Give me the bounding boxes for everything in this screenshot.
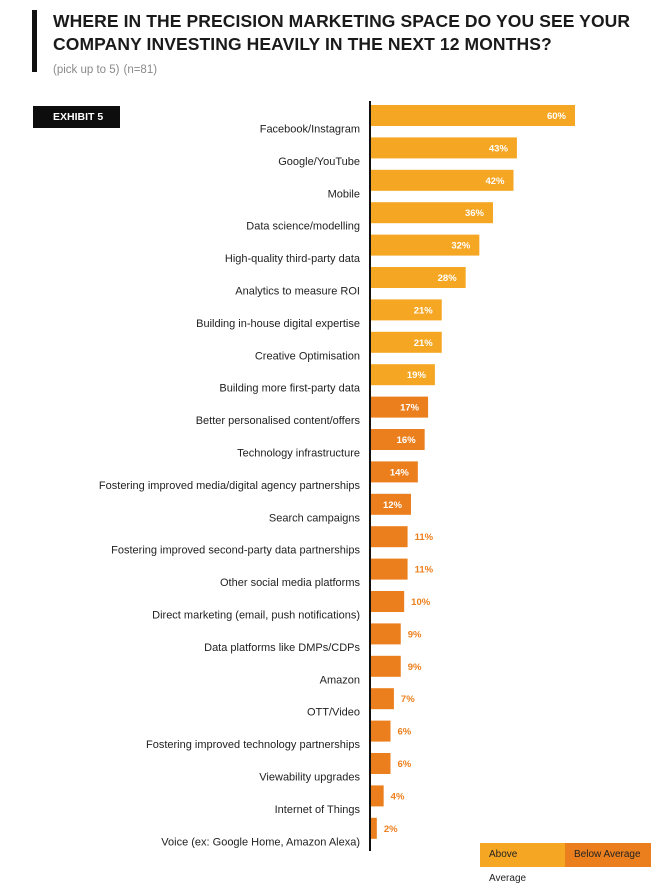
data-label: 2% xyxy=(384,824,398,835)
category-label: Fostering improved media/digital agency … xyxy=(99,480,361,492)
category-label: Data science/modelling xyxy=(246,221,360,233)
category-label: Viewability upgrades xyxy=(259,772,360,784)
category-label: Voice (ex: Google Home, Amazon Alexa) xyxy=(161,836,360,848)
bar xyxy=(370,493,411,515)
bar xyxy=(370,364,435,386)
bar xyxy=(370,429,425,450)
sample-size: (n=81) xyxy=(123,64,158,76)
category-label: Other social media platforms xyxy=(220,577,360,589)
data-label: 11% xyxy=(415,565,434,576)
legend: Above Average Below Average xyxy=(480,843,651,884)
category-label: Fostering improved technology partnershi… xyxy=(146,739,361,751)
category-label: Facebook/Instagram xyxy=(260,124,360,136)
data-label: 19% xyxy=(407,370,427,381)
category-label: High-quality third-party data xyxy=(225,253,361,265)
category-label: Data platforms like DMPs/CDPs xyxy=(204,642,360,654)
category-label: Better personalised content/offers xyxy=(196,415,361,427)
category-label: Building more first-party data xyxy=(219,383,360,395)
data-label: 14% xyxy=(390,467,410,478)
data-label: 10% xyxy=(411,597,431,608)
data-label: 60% xyxy=(547,111,567,122)
data-label: 11% xyxy=(415,532,434,543)
exhibit-badge: EXHIBIT 5 xyxy=(33,106,120,128)
bar xyxy=(370,623,401,645)
data-label: 21% xyxy=(414,338,434,349)
data-label: 7% xyxy=(401,694,415,705)
bar xyxy=(370,299,442,321)
bar xyxy=(370,753,391,774)
category-label: Building in-house digital expertise xyxy=(196,318,360,330)
category-label: OTT/Video xyxy=(307,707,360,719)
bar xyxy=(370,461,418,483)
data-label: 9% xyxy=(408,662,422,673)
bar xyxy=(370,396,429,418)
category-label: Mobile xyxy=(328,188,360,200)
bar xyxy=(370,526,408,548)
chart-title: WHERE IN THE PRECISION MARKETING SPACE D… xyxy=(53,11,631,54)
data-label: 43% xyxy=(489,143,509,154)
bar xyxy=(370,785,384,807)
data-label: 17% xyxy=(400,403,420,414)
legend-below-average: Below Average xyxy=(565,843,651,867)
data-label: 6% xyxy=(398,759,412,770)
bar xyxy=(370,720,391,742)
bar xyxy=(370,169,514,191)
bar xyxy=(370,688,394,710)
bar xyxy=(370,137,517,159)
bar xyxy=(370,267,466,288)
category-label: Analytics to measure ROI xyxy=(235,286,360,298)
bar xyxy=(370,558,408,580)
bar xyxy=(370,655,401,677)
category-label: Google/YouTube xyxy=(278,156,360,168)
bar xyxy=(370,591,405,612)
category-label: Search campaigns xyxy=(269,512,361,524)
bar xyxy=(370,234,480,256)
bar xyxy=(370,202,493,224)
bar xyxy=(370,817,377,839)
subtitle-note: (pick up to 5) xyxy=(53,64,120,76)
category-label: Fostering improved second-party data par… xyxy=(111,545,360,557)
data-label: 9% xyxy=(408,629,422,640)
category-label: Technology infrastructure xyxy=(237,448,360,460)
data-label: 6% xyxy=(398,727,412,738)
bar xyxy=(370,105,575,126)
data-label: 32% xyxy=(451,241,471,252)
category-label: Amazon xyxy=(320,674,360,686)
data-label: 42% xyxy=(485,176,505,187)
data-label: 12% xyxy=(383,500,403,511)
category-label: Creative Optimisation xyxy=(255,350,360,362)
category-label: Internet of Things xyxy=(275,804,361,816)
data-label: 28% xyxy=(438,273,458,284)
data-label: 4% xyxy=(391,791,405,802)
bar-chart: 60% Facebook/Instagram 43% Google/YouTube 42… xyxy=(99,101,575,851)
bar xyxy=(370,331,442,353)
legend-above-average: Above Average xyxy=(480,843,565,884)
category-label: Direct marketing (email, push notificati… xyxy=(152,610,360,622)
chart-subtitle: (pick up to 5) (n=81) xyxy=(53,64,157,76)
data-label: 36% xyxy=(465,208,485,219)
data-label: 16% xyxy=(397,435,417,446)
title-accent-bar xyxy=(32,10,37,72)
data-label: 21% xyxy=(414,305,434,316)
